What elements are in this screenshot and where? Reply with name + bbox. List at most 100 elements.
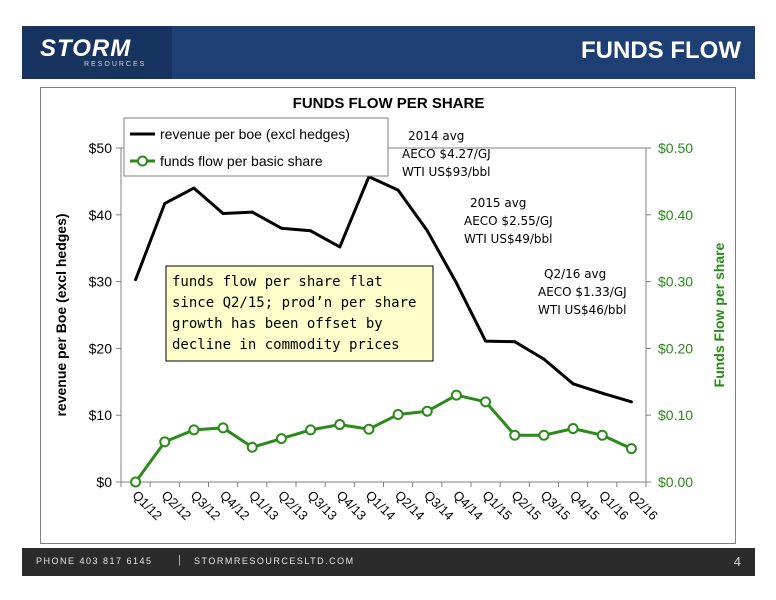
- y-tick-label: $0: [96, 474, 112, 490]
- y-tick-label: $20: [89, 340, 113, 356]
- y2-tick-label: $0.40: [658, 207, 693, 223]
- x-tick-label: Q2/15: [509, 488, 545, 524]
- legend: [123, 117, 389, 177]
- revenue-data-point: [600, 391, 604, 395]
- revenue-data-point: [338, 245, 342, 249]
- footer-phone: PHONE 403 817 6145: [36, 556, 153, 566]
- funds-flow-marker: [567, 423, 579, 435]
- funds-flow-line: [134, 393, 633, 483]
- x-tick-label: Q4/14: [450, 488, 486, 524]
- y2-tick-label: $0.10: [658, 407, 693, 423]
- footer-bar: PHONE 403 817 6145 | STORMRESOURCESLTD.C…: [22, 548, 755, 576]
- funds-flow-marker: [480, 396, 492, 408]
- x-tick-label: Q2/16: [625, 488, 661, 524]
- funds-flow-marker: [392, 409, 404, 421]
- funds-flow-marker: [363, 423, 375, 435]
- revenue-per-boe-line: [134, 175, 632, 404]
- price-annotation-line: 2014 avg: [408, 129, 464, 143]
- revenue-data-point: [396, 188, 400, 192]
- funds-flow-marker: [305, 424, 317, 436]
- x-tick-label: Q3/13: [304, 488, 340, 524]
- x-tick-label: Q1/14: [363, 488, 399, 524]
- revenue-data-point: [542, 357, 546, 361]
- x-tick-label: Q1/12: [129, 488, 165, 524]
- price-annotation-line: 2015 avg: [470, 196, 526, 210]
- storm-resources-logo: STORM RESOURCES: [22, 26, 172, 79]
- y-tick-label: $10: [89, 407, 113, 423]
- revenue-data-point: [629, 400, 633, 404]
- revenue-data-point: [425, 229, 429, 233]
- callout-text-line: decline in commodity prices: [172, 337, 400, 353]
- x-tick-label: Q3/12: [188, 488, 224, 524]
- revenue-data-point: [250, 210, 254, 214]
- y-axis-label: revenue per Boe (excl hedges): [53, 213, 69, 416]
- price-annotation-line: WTI US$49/bbl: [464, 232, 552, 246]
- funds-flow-marker: [334, 419, 346, 431]
- callout-text-line: funds flow per share flat: [172, 274, 383, 290]
- revenue-data-point: [309, 229, 313, 233]
- x-tick-label: Q2/13: [275, 488, 311, 524]
- chart-title: FUNDS FLOW PER SHARE: [293, 95, 485, 112]
- y2-tick-label: $0.50: [658, 140, 693, 156]
- x-tick-label: Q2/12: [159, 488, 195, 524]
- x-tick-label: Q1/15: [479, 488, 515, 524]
- y-tick-label: $30: [89, 274, 113, 290]
- funds-flow-marker: [188, 424, 200, 436]
- page-number: 4: [733, 554, 741, 569]
- y-tick-label: $40: [89, 207, 113, 223]
- legend-funds-flow-label: funds flow per basic share: [160, 153, 323, 169]
- y2-tick-label: $0.30: [658, 274, 693, 290]
- y2-axis-label: Funds Flow per share: [711, 242, 727, 387]
- x-tick-label: Q3/14: [421, 488, 457, 524]
- footer-website: STORMRESOURCESLTD.COM: [194, 556, 355, 566]
- revenue-data-point: [571, 382, 575, 386]
- chart-frame: FUNDS FLOW PER SHARE $0 $10 $20 $30 $40 $50 $0.…: [40, 87, 736, 544]
- x-tick-label: Q1/13: [246, 488, 282, 524]
- revenue-data-point: [513, 340, 517, 344]
- revenue-data-point: [279, 226, 283, 230]
- revenue-data-point: [192, 186, 196, 190]
- header-banner: STORM RESOURCES FUNDS FLOW: [22, 26, 755, 79]
- funds-flow-marker: [509, 429, 521, 441]
- funds-flow-marker: [159, 436, 171, 448]
- funds-flow-marker: [538, 429, 550, 441]
- price-annotation-line: Q2/16 avg: [544, 267, 606, 281]
- price-annotation-line: AECO $4.27/GJ: [402, 147, 491, 161]
- funds-flow-chart: FUNDS FLOW PER SHARE $0 $10 $20 $30 $40 $50 $0.…: [53, 95, 727, 524]
- funds-flow-marker: [246, 441, 258, 453]
- page-title: FUNDS FLOW: [581, 37, 741, 64]
- funds-flow-marker: [421, 405, 433, 417]
- revenue-data-point: [221, 211, 225, 215]
- callout-text-line: growth has been offset by: [172, 316, 383, 332]
- revenue-data-point: [454, 281, 458, 285]
- legend-revenue-label: revenue per boe (excl hedges): [160, 126, 350, 142]
- funds-flow-marker: [217, 422, 229, 434]
- y2-tick-label: $0.00: [658, 474, 693, 490]
- x-tick-label: Q4/13: [334, 488, 370, 524]
- funds-flow-marker: [596, 429, 608, 441]
- price-annotation-line: WTI US$46/bbl: [538, 303, 626, 317]
- callout-text-line: since Q2/15; prod’n per share: [172, 295, 416, 311]
- callout-box: [165, 265, 434, 362]
- footer-separator: |: [178, 554, 181, 566]
- x-tick-label: Q1/16: [596, 488, 632, 524]
- x-tick-label: Q3/15: [538, 488, 574, 524]
- legend-funds-flow-marker: [137, 155, 148, 167]
- y-tick-label: $50: [89, 140, 113, 156]
- price-annotation-line: AECO $2.55/GJ: [464, 214, 553, 228]
- logo-subtext: RESOURCES: [84, 61, 147, 68]
- y2-tick-label: $0.20: [658, 340, 693, 356]
- funds-flow-marker: [625, 443, 637, 455]
- funds-flow-marker: [275, 433, 287, 445]
- revenue-data-point: [134, 278, 138, 282]
- funds-flow-marker: [450, 389, 462, 401]
- price-annotation-line: AECO $1.33/GJ: [538, 285, 627, 299]
- revenue-data-point: [484, 339, 488, 343]
- funds-flow-marker: [130, 476, 142, 488]
- x-tick-label: Q4/12: [217, 488, 253, 524]
- x-tick-label: Q2/14: [392, 488, 428, 524]
- revenue-data-point: [163, 201, 167, 205]
- logo-text: STORM: [40, 35, 132, 62]
- x-tick-label: Q4/15: [567, 488, 603, 524]
- price-annotation-line: WTI US$93/bbl: [402, 165, 490, 179]
